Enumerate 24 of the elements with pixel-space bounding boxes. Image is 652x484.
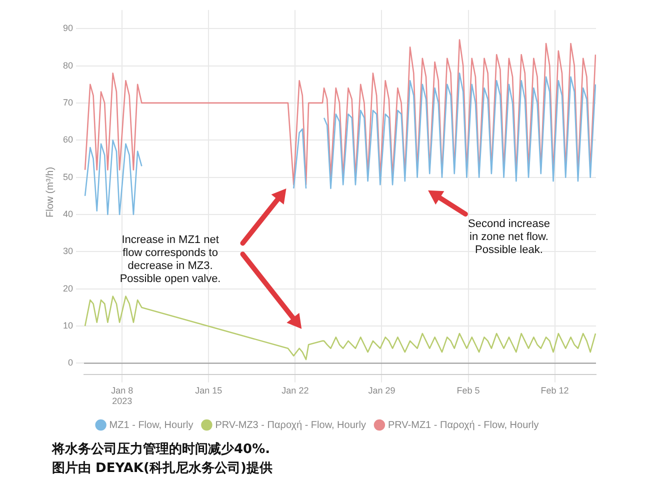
y-tick-label: 50 [62, 172, 74, 182]
y-tick-label: 30 [62, 246, 74, 256]
y-tick-label: 90 [62, 23, 74, 34]
annotation: Increase in MZ1 net flow corresponds to decrease in MZ3. Possible open valve. [120, 234, 221, 286]
y-tick-label: 70 [62, 97, 74, 108]
x-tick-label: Jan 22 [282, 385, 309, 396]
text: 将水务公司压力管理的时间减少40%. [52, 441, 272, 459]
x-tick-label: Feb 12 [540, 385, 569, 396]
y-tick-label: 80 [62, 60, 74, 70]
text: 图片由 DEYAK(科扎尼水务公司)提供 [52, 460, 274, 478]
y-tick-label: 40 [62, 208, 74, 219]
y-tick-label: 0 [68, 358, 74, 368]
legend-label: MZ1 - Flow, Hourly [109, 420, 194, 431]
y-tick-label: 20 [62, 283, 74, 294]
legend-label: PRV-MZ3 - Παροχή - Flow, Hourly [215, 420, 366, 431]
y-axis-title: Flow (m³/h) [44, 166, 56, 218]
annotation: Second increase in zone net flow. Possible leak. [468, 218, 550, 257]
y-tick-label: 60 [62, 134, 74, 145]
x-tick-label: Feb 5 [456, 385, 480, 396]
x-tick-label: Jan 29 [368, 385, 396, 396]
x-tick-label: Jan 15 [195, 385, 222, 396]
y-tick-label: 10 [62, 320, 74, 331]
legend-label: PRV-MZ1 - Παροχή - Flow, Hourly [388, 420, 539, 431]
x-tick-label: Jan 8 2023 [111, 385, 134, 406]
